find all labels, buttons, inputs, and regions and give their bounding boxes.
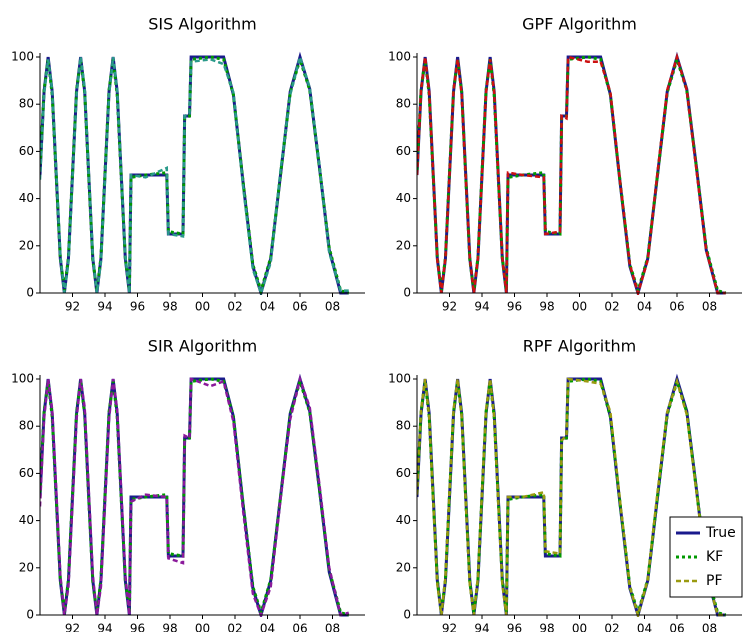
x-tick-label: 94 [97, 300, 112, 314]
y-tick-label: 40 [396, 513, 411, 527]
y-tick-label: 60 [19, 144, 34, 158]
y-tick-label: 100 [11, 50, 34, 64]
x-tick-label: 96 [130, 622, 145, 632]
y-tick-label: 0 [26, 608, 34, 622]
series-line [417, 377, 726, 617]
y-tick-label: 60 [396, 466, 411, 480]
x-tick-label: 02 [604, 300, 619, 314]
legend-label: True [705, 525, 736, 541]
series-line [417, 51, 726, 295]
series-line [417, 54, 727, 295]
x-tick-label: 06 [292, 622, 307, 632]
y-tick-label: 0 [403, 286, 411, 300]
x-tick-label: 00 [195, 300, 210, 314]
x-tick-label: 04 [260, 622, 275, 632]
x-tick-label: 08 [325, 300, 340, 314]
y-tick-label: 20 [19, 560, 34, 574]
y-tick-label: 0 [26, 286, 34, 300]
y-tick-label: 20 [396, 238, 411, 252]
panel: SIS Algorithm 0 20 40 60 80 100 92 94 96 98 00 02 04 0… [11, 15, 365, 314]
y-tick-label: 20 [396, 560, 411, 574]
y-tick-label: 0 [403, 608, 411, 622]
series-line [40, 374, 350, 617]
panel: SIR Algorithm 0 20 40 60 80 100 92 94 96 98 00 02 04 0… [11, 337, 365, 632]
x-tick-label: 92 [65, 300, 80, 314]
series-line [417, 376, 727, 617]
chart-title: SIS Algorithm [148, 15, 256, 34]
x-tick-label: 06 [669, 622, 684, 632]
y-tick-label: 40 [396, 191, 411, 205]
x-tick-label: 92 [442, 622, 457, 632]
x-tick-label: 04 [637, 300, 652, 314]
y-tick-label: 100 [11, 372, 34, 386]
x-tick-label: 92 [442, 300, 457, 314]
x-tick-label: 98 [539, 300, 554, 314]
x-tick-label: 02 [227, 300, 242, 314]
x-tick-label: 02 [604, 622, 619, 632]
x-tick-label: 96 [130, 300, 145, 314]
x-tick-label: 04 [260, 300, 275, 314]
chart-title: GPF Algorithm [522, 15, 637, 34]
y-tick-label: 100 [388, 50, 411, 64]
series-line [40, 376, 350, 617]
series-line [40, 52, 349, 295]
x-tick-label: 06 [292, 300, 307, 314]
panel: RPF Algorithm 0 20 40 60 80 100 92 94 96 98 00 02 04 0… [388, 337, 743, 632]
chart-title: SIR Algorithm [148, 337, 257, 356]
series-line [417, 52, 726, 295]
y-tick-label: 80 [19, 419, 34, 433]
x-tick-label: 08 [702, 300, 717, 314]
y-tick-label: 20 [19, 238, 34, 252]
x-tick-label: 98 [162, 300, 177, 314]
y-tick-label: 60 [396, 144, 411, 158]
panel: GPF Algorithm 0 20 40 60 80 100 92 94 96 98 00 02 04 0… [388, 15, 742, 314]
series-line [40, 51, 349, 295]
x-tick-label: 96 [507, 300, 522, 314]
x-tick-label: 06 [669, 300, 684, 314]
x-tick-label: 96 [507, 622, 522, 632]
legend-label: KF [706, 549, 723, 565]
x-tick-label: 08 [325, 622, 340, 632]
legend-label: PF [706, 573, 723, 589]
y-tick-label: 80 [396, 97, 411, 111]
y-tick-label: 80 [19, 97, 34, 111]
x-tick-label: 94 [97, 622, 112, 632]
x-tick-label: 98 [162, 622, 177, 632]
x-tick-label: 00 [572, 622, 587, 632]
x-tick-label: 08 [702, 622, 717, 632]
series-line [40, 373, 349, 617]
y-tick-label: 40 [19, 191, 34, 205]
x-tick-label: 00 [572, 300, 587, 314]
y-tick-label: 60 [19, 466, 34, 480]
series-line [40, 54, 350, 295]
x-tick-label: 94 [474, 300, 489, 314]
x-tick-label: 04 [637, 622, 652, 632]
x-tick-label: 00 [195, 622, 210, 632]
y-tick-label: 100 [388, 372, 411, 386]
y-tick-label: 40 [19, 513, 34, 527]
chart-title: RPF Algorithm [523, 337, 636, 356]
x-tick-label: 94 [474, 622, 489, 632]
x-tick-label: 92 [65, 622, 80, 632]
x-tick-label: 02 [227, 622, 242, 632]
x-tick-label: 98 [539, 622, 554, 632]
y-tick-label: 80 [396, 419, 411, 433]
